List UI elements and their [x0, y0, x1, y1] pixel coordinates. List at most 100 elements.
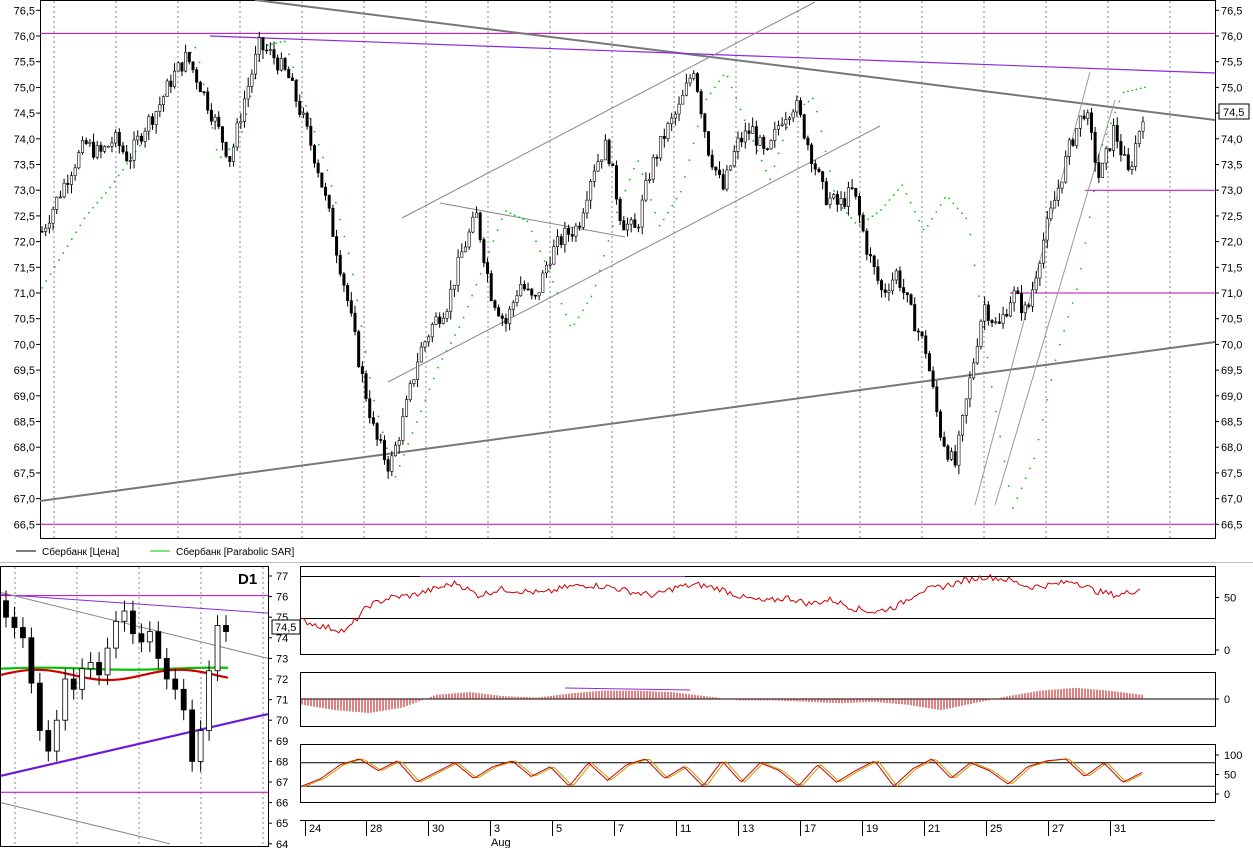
inset-candle-body: [104, 647, 111, 676]
inset-candle-body: [138, 633, 145, 643]
candle-body: [684, 82, 688, 96]
sar-dot: [539, 250, 542, 253]
sar-dot: [441, 358, 444, 360]
candle-body: [511, 302, 515, 310]
sar-dot: [726, 75, 729, 78]
inset-frame: [0, 566, 269, 847]
candle-body: [460, 251, 464, 258]
sar-dot: [1075, 288, 1078, 291]
candle-body: [891, 279, 895, 292]
candle-body: [924, 335, 928, 354]
candle-body: [335, 236, 339, 256]
sar-dot: [305, 104, 307, 107]
candle-body: [651, 157, 655, 180]
candle-body: [935, 386, 939, 413]
candle-body: [1060, 181, 1064, 189]
candle-body: [537, 292, 541, 297]
sar-dot: [986, 356, 989, 359]
candle-body: [368, 398, 372, 419]
candle-body: [467, 231, 471, 248]
candle-body: [670, 117, 674, 124]
candle-body: [530, 288, 534, 296]
sar-dot: [594, 284, 597, 287]
sar-dot: [696, 125, 699, 128]
candle-body: [990, 320, 994, 323]
candle-body: [114, 132, 118, 144]
x-tick-label: 13: [742, 823, 754, 835]
stoch-y-label: 100: [1224, 750, 1242, 762]
candle-body: [445, 311, 449, 319]
inset-y-tick-label: 71: [276, 695, 288, 707]
candle-body: [806, 137, 810, 146]
sar-dot: [58, 259, 60, 261]
sar-dot: [454, 334, 456, 337]
sar-dot: [505, 210, 508, 213]
inset-candle-body: [45, 730, 52, 752]
candle-body: [1126, 154, 1130, 170]
candle-body: [743, 130, 747, 143]
candle-body: [817, 168, 821, 172]
sar-dot: [616, 211, 618, 214]
y-tick-label-left: 68,0: [14, 442, 35, 454]
candle-body: [508, 308, 512, 324]
candle-body: [776, 125, 780, 130]
candle-body: [1042, 239, 1046, 264]
sar-dot: [824, 150, 827, 153]
trend-line-upper-gray[interactable]: [254, 0, 1216, 121]
channel-line-upper[interactable]: [401, 1, 816, 219]
candle-body: [213, 116, 217, 122]
candle-body: [876, 266, 880, 281]
candle-body: [180, 62, 184, 72]
candle-body: [567, 227, 571, 235]
x-tick-label: 17: [804, 823, 816, 835]
sar-dot: [914, 210, 916, 213]
candle-body: [1130, 166, 1134, 170]
inset-candle-body: [62, 678, 69, 721]
candle-body: [655, 157, 659, 159]
inset-y-tick-label: 77: [276, 571, 288, 583]
x-tick-label: 31: [1114, 823, 1126, 835]
sar-dot: [756, 149, 759, 152]
sar-dot: [828, 170, 831, 173]
candle-body: [206, 91, 210, 111]
candle-body: [1097, 162, 1101, 178]
trend-line-upper-purple[interactable]: [209, 35, 1216, 74]
sar-dot: [569, 324, 571, 327]
candle-body: [1023, 304, 1027, 314]
channel-mid-line[interactable]: [439, 202, 626, 238]
candle-body: [821, 171, 825, 182]
candle-body: [69, 175, 73, 185]
candle-body: [202, 91, 206, 94]
candle-body: [622, 220, 626, 231]
sar-dot: [1139, 87, 1142, 90]
candle-body: [795, 100, 799, 113]
sar-dot: [735, 97, 738, 100]
sar-dot: [53, 266, 56, 268]
candle-body: [235, 122, 239, 148]
sar-dot: [820, 130, 823, 133]
candle-body: [931, 370, 935, 388]
candle-body: [1027, 304, 1031, 307]
candle-body: [946, 445, 950, 460]
sar-dot: [922, 228, 925, 231]
inset-y-tick-label: 66: [276, 798, 288, 810]
x-tick-label: 7: [618, 823, 624, 835]
candle-body: [1123, 154, 1127, 156]
channel-line-lower[interactable]: [387, 125, 881, 383]
sar-dot: [458, 326, 461, 329]
candle-body: [47, 222, 51, 229]
candle-body: [386, 459, 390, 472]
trend-line-lower-gray[interactable]: [39, 341, 1216, 502]
candle-body: [541, 272, 545, 293]
candle-body: [331, 207, 335, 237]
candle-body: [427, 336, 431, 343]
x-tick-label: 5: [556, 823, 562, 835]
sar-dot: [880, 209, 882, 211]
candle-body: [416, 361, 420, 380]
sar-dot: [479, 272, 482, 275]
sar-dot: [194, 46, 197, 49]
sar-dot: [326, 169, 329, 172]
stoch-signal-line: [302, 758, 1143, 787]
legend-sar-label: Сбербанк [Parabolic SAR]: [176, 546, 295, 558]
sar-dot: [496, 229, 499, 232]
